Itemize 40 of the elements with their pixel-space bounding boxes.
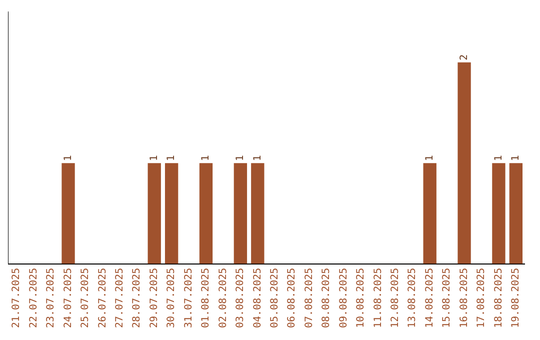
x-tick-label: 12.08.2025: [390, 268, 401, 328]
x-tick-label: 05.08.2025: [269, 268, 280, 328]
x-tick-label: 30.07.2025: [166, 268, 178, 328]
data-label: 1: [148, 155, 160, 162]
data-label: 1: [252, 155, 264, 162]
x-tick-label: 11.08.2025: [372, 268, 384, 328]
x-tick-label: 07.08.2025: [304, 268, 315, 328]
x-tick-label: 25.07.2025: [80, 268, 92, 328]
x-tick-label: 22.07.2025: [28, 268, 40, 328]
x-tick-label: 02.08.2025: [218, 268, 229, 328]
x-tick-label: 18.08.2025: [493, 268, 504, 328]
x-tick-label: 29.07.2025: [148, 268, 160, 328]
data-label: 1: [510, 155, 522, 162]
x-tick-label: 28.07.2025: [132, 268, 143, 328]
x-tick-label: 13.08.2025: [407, 268, 418, 328]
x-tick-label: 08.08.2025: [321, 268, 332, 328]
x-tick-label: 09.08.2025: [338, 268, 350, 328]
x-tick-label: 17.08.2025: [476, 268, 488, 328]
x-tick-label: 27.07.2025: [114, 268, 126, 328]
data-label: 1: [493, 155, 504, 162]
data-label: 1: [166, 155, 178, 162]
data-label: 1: [200, 155, 212, 162]
x-tick-label: 10.08.2025: [356, 268, 367, 328]
data-label: 1: [424, 155, 436, 162]
x-tick-label: 26.07.2025: [97, 268, 108, 328]
x-tick-label: 19.08.2025: [510, 268, 522, 328]
x-tick-label: 14.08.2025: [424, 268, 436, 328]
x-tick-label: 06.08.2025: [286, 268, 298, 328]
x-tick-label: 01.08.2025: [200, 268, 212, 328]
x-tick-label: 04.08.2025: [252, 268, 264, 328]
x-tick-label: 31.07.2025: [183, 268, 194, 328]
x-tick-label: 16.08.2025: [458, 268, 470, 328]
x-tick-label: 23.07.2025: [46, 268, 57, 328]
data-label: 2: [458, 54, 470, 60]
data-label: 1: [235, 155, 246, 162]
x-tick-label: 21.07.2025: [11, 268, 22, 328]
x-tick-label: 15.08.2025: [442, 268, 453, 328]
x-tick-label: 03.08.2025: [235, 268, 246, 328]
x-tick-label: 24.07.2025: [62, 268, 74, 328]
data-label: 1: [62, 155, 74, 162]
